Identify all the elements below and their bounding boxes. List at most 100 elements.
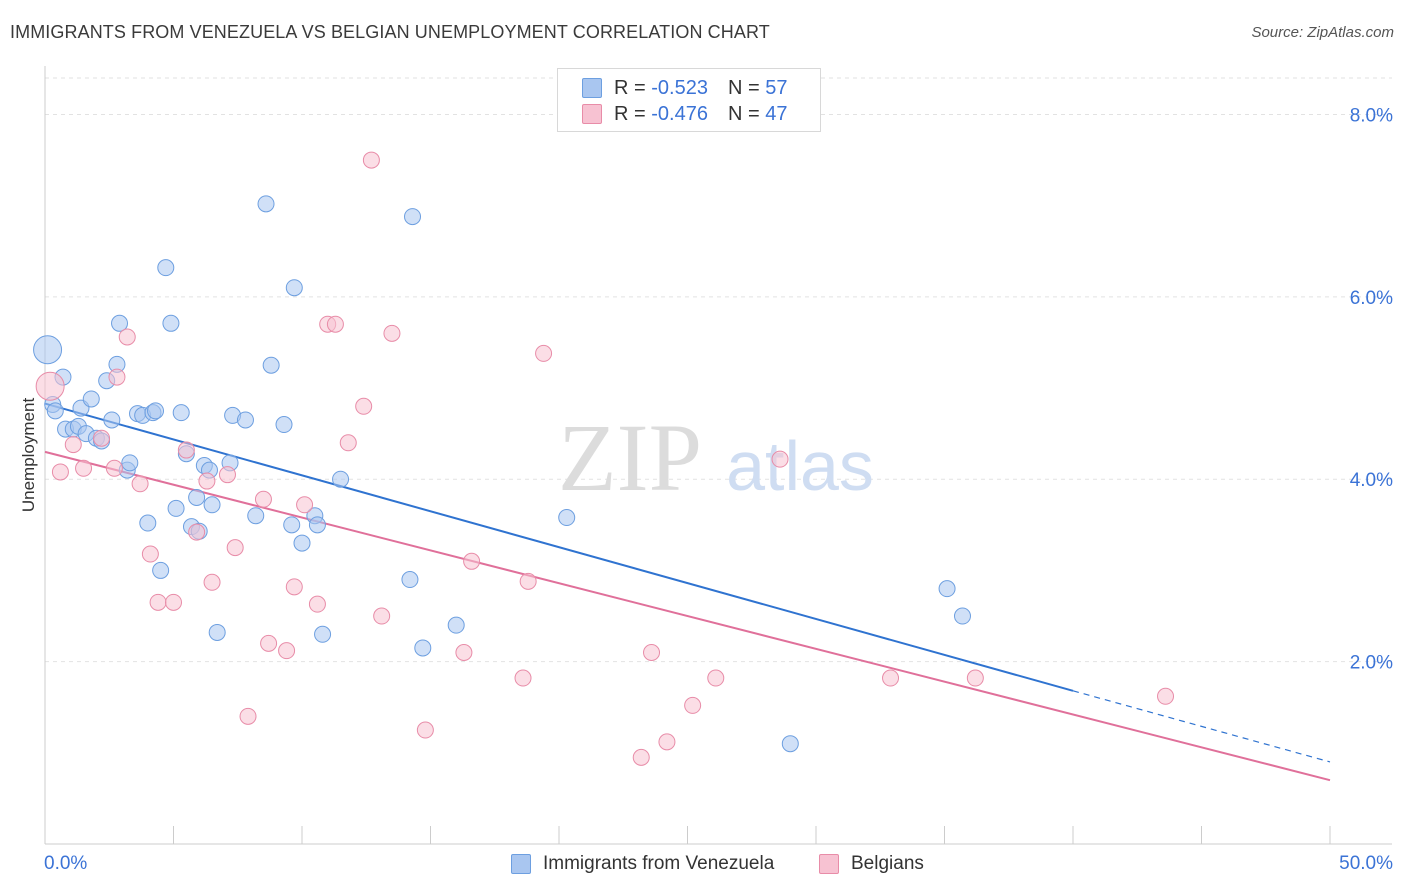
point-belgians: [339, 434, 357, 452]
point-venezuela: [33, 335, 63, 365]
point-venezuela: [953, 607, 971, 625]
point-belgians: [64, 436, 82, 454]
series-swatch-blue: [511, 854, 531, 874]
point-venezuela: [82, 390, 100, 408]
point-belgians: [684, 696, 702, 714]
point-venezuela: [447, 616, 465, 634]
y-tick-label: 8.0%: [1350, 105, 1393, 126]
point-venezuela: [208, 623, 226, 641]
data-points: [33, 151, 1175, 766]
point-venezuela: [332, 470, 350, 488]
y-tick-label: 2.0%: [1350, 653, 1393, 674]
legend-swatch-blue: [582, 78, 602, 98]
point-belgians: [966, 669, 984, 687]
correlation-legend: R = -0.523 N = 57 R = -0.476 N = 47: [557, 68, 821, 132]
trend-line-venezuela: [44, 402, 1074, 692]
legend-n-value: 57: [765, 76, 788, 99]
point-venezuela: [236, 411, 254, 429]
point-belgians: [239, 707, 257, 725]
point-belgians: [519, 572, 537, 590]
grid-lines: [45, 77, 1392, 663]
point-belgians: [254, 490, 272, 508]
source-label: Source: ZipAtlas.com: [1251, 24, 1394, 41]
legend-r-value: -0.476: [651, 102, 708, 125]
point-belgians: [149, 593, 167, 611]
series-swatch-pink: [819, 854, 839, 874]
point-venezuela: [247, 507, 265, 525]
series-legend-label: Immigrants from Venezuela: [543, 853, 775, 874]
point-venezuela: [275, 416, 293, 434]
point-belgians: [93, 429, 111, 447]
point-belgians: [463, 552, 481, 570]
chart-title: IMMIGRANTS FROM VENEZUELA VS BELGIAN UNE…: [10, 22, 770, 42]
legend-r-label: R =: [614, 102, 646, 125]
point-belgians: [51, 463, 69, 481]
legend-r-value: -0.523: [651, 76, 708, 99]
point-belgians: [285, 578, 303, 596]
legend-n-label: N =: [727, 76, 760, 99]
point-belgians: [771, 450, 789, 468]
point-belgians: [1157, 687, 1175, 705]
point-venezuela: [162, 314, 180, 332]
point-belgians: [118, 328, 136, 346]
point-belgians: [75, 459, 93, 477]
point-venezuela: [293, 534, 311, 552]
y-axis-label: Unemployment: [19, 398, 38, 513]
point-belgians: [455, 644, 473, 661]
point-belgians: [373, 607, 391, 625]
point-venezuela: [285, 279, 303, 297]
point-belgians: [632, 748, 650, 766]
point-venezuela: [314, 625, 332, 643]
point-venezuela: [938, 580, 956, 598]
point-venezuela: [203, 496, 221, 514]
legend-n-value: 47: [765, 102, 788, 125]
point-belgians: [203, 573, 221, 591]
point-belgians: [35, 371, 65, 401]
x-tick-label: 0.0%: [44, 853, 87, 874]
point-venezuela: [167, 499, 185, 517]
point-belgians: [260, 634, 278, 652]
point-venezuela: [46, 402, 64, 420]
point-venezuela: [172, 404, 190, 422]
point-belgians: [707, 669, 725, 687]
legend-swatch-pink: [582, 104, 602, 124]
series-legend: Immigrants from Venezuela Belgians: [0, 853, 1406, 877]
point-belgians: [514, 669, 532, 687]
point-venezuela: [111, 314, 129, 332]
point-venezuela: [262, 356, 280, 374]
point-belgians: [643, 644, 661, 661]
series-legend-belgians: Belgians: [819, 853, 924, 875]
legend-n-label: N =: [727, 102, 760, 125]
point-venezuela: [781, 735, 799, 753]
point-belgians: [535, 344, 553, 362]
axes: [44, 66, 1392, 845]
watermark-atlas: atlas: [726, 427, 874, 505]
point-belgians: [416, 721, 434, 739]
point-venezuela: [401, 571, 419, 589]
point-belgians: [278, 642, 296, 660]
point-venezuela: [121, 454, 139, 472]
legend-row-belgians: R = -0.476 N = 47: [582, 102, 787, 126]
y-tick-label: 4.0%: [1350, 470, 1393, 491]
point-venezuela: [103, 411, 121, 429]
point-venezuela: [152, 561, 170, 579]
point-belgians: [188, 523, 206, 541]
point-belgians: [383, 324, 401, 342]
watermark-zip: ZIP: [558, 404, 702, 511]
point-belgians: [141, 545, 159, 563]
legend-row-venezuela: R = -0.523 N = 57: [582, 76, 787, 100]
point-venezuela: [157, 259, 175, 277]
point-belgians: [326, 315, 344, 333]
point-belgians: [108, 368, 126, 386]
point-belgians: [658, 733, 676, 751]
point-belgians: [105, 459, 123, 477]
series-legend-label: Belgians: [851, 853, 924, 874]
point-belgians: [218, 466, 236, 484]
point-venezuela: [283, 516, 301, 534]
point-venezuela: [414, 639, 432, 657]
point-belgians: [177, 441, 195, 459]
point-belgians: [882, 669, 900, 687]
point-venezuela: [147, 402, 165, 420]
point-venezuela: [308, 516, 326, 534]
point-belgians: [296, 496, 314, 514]
